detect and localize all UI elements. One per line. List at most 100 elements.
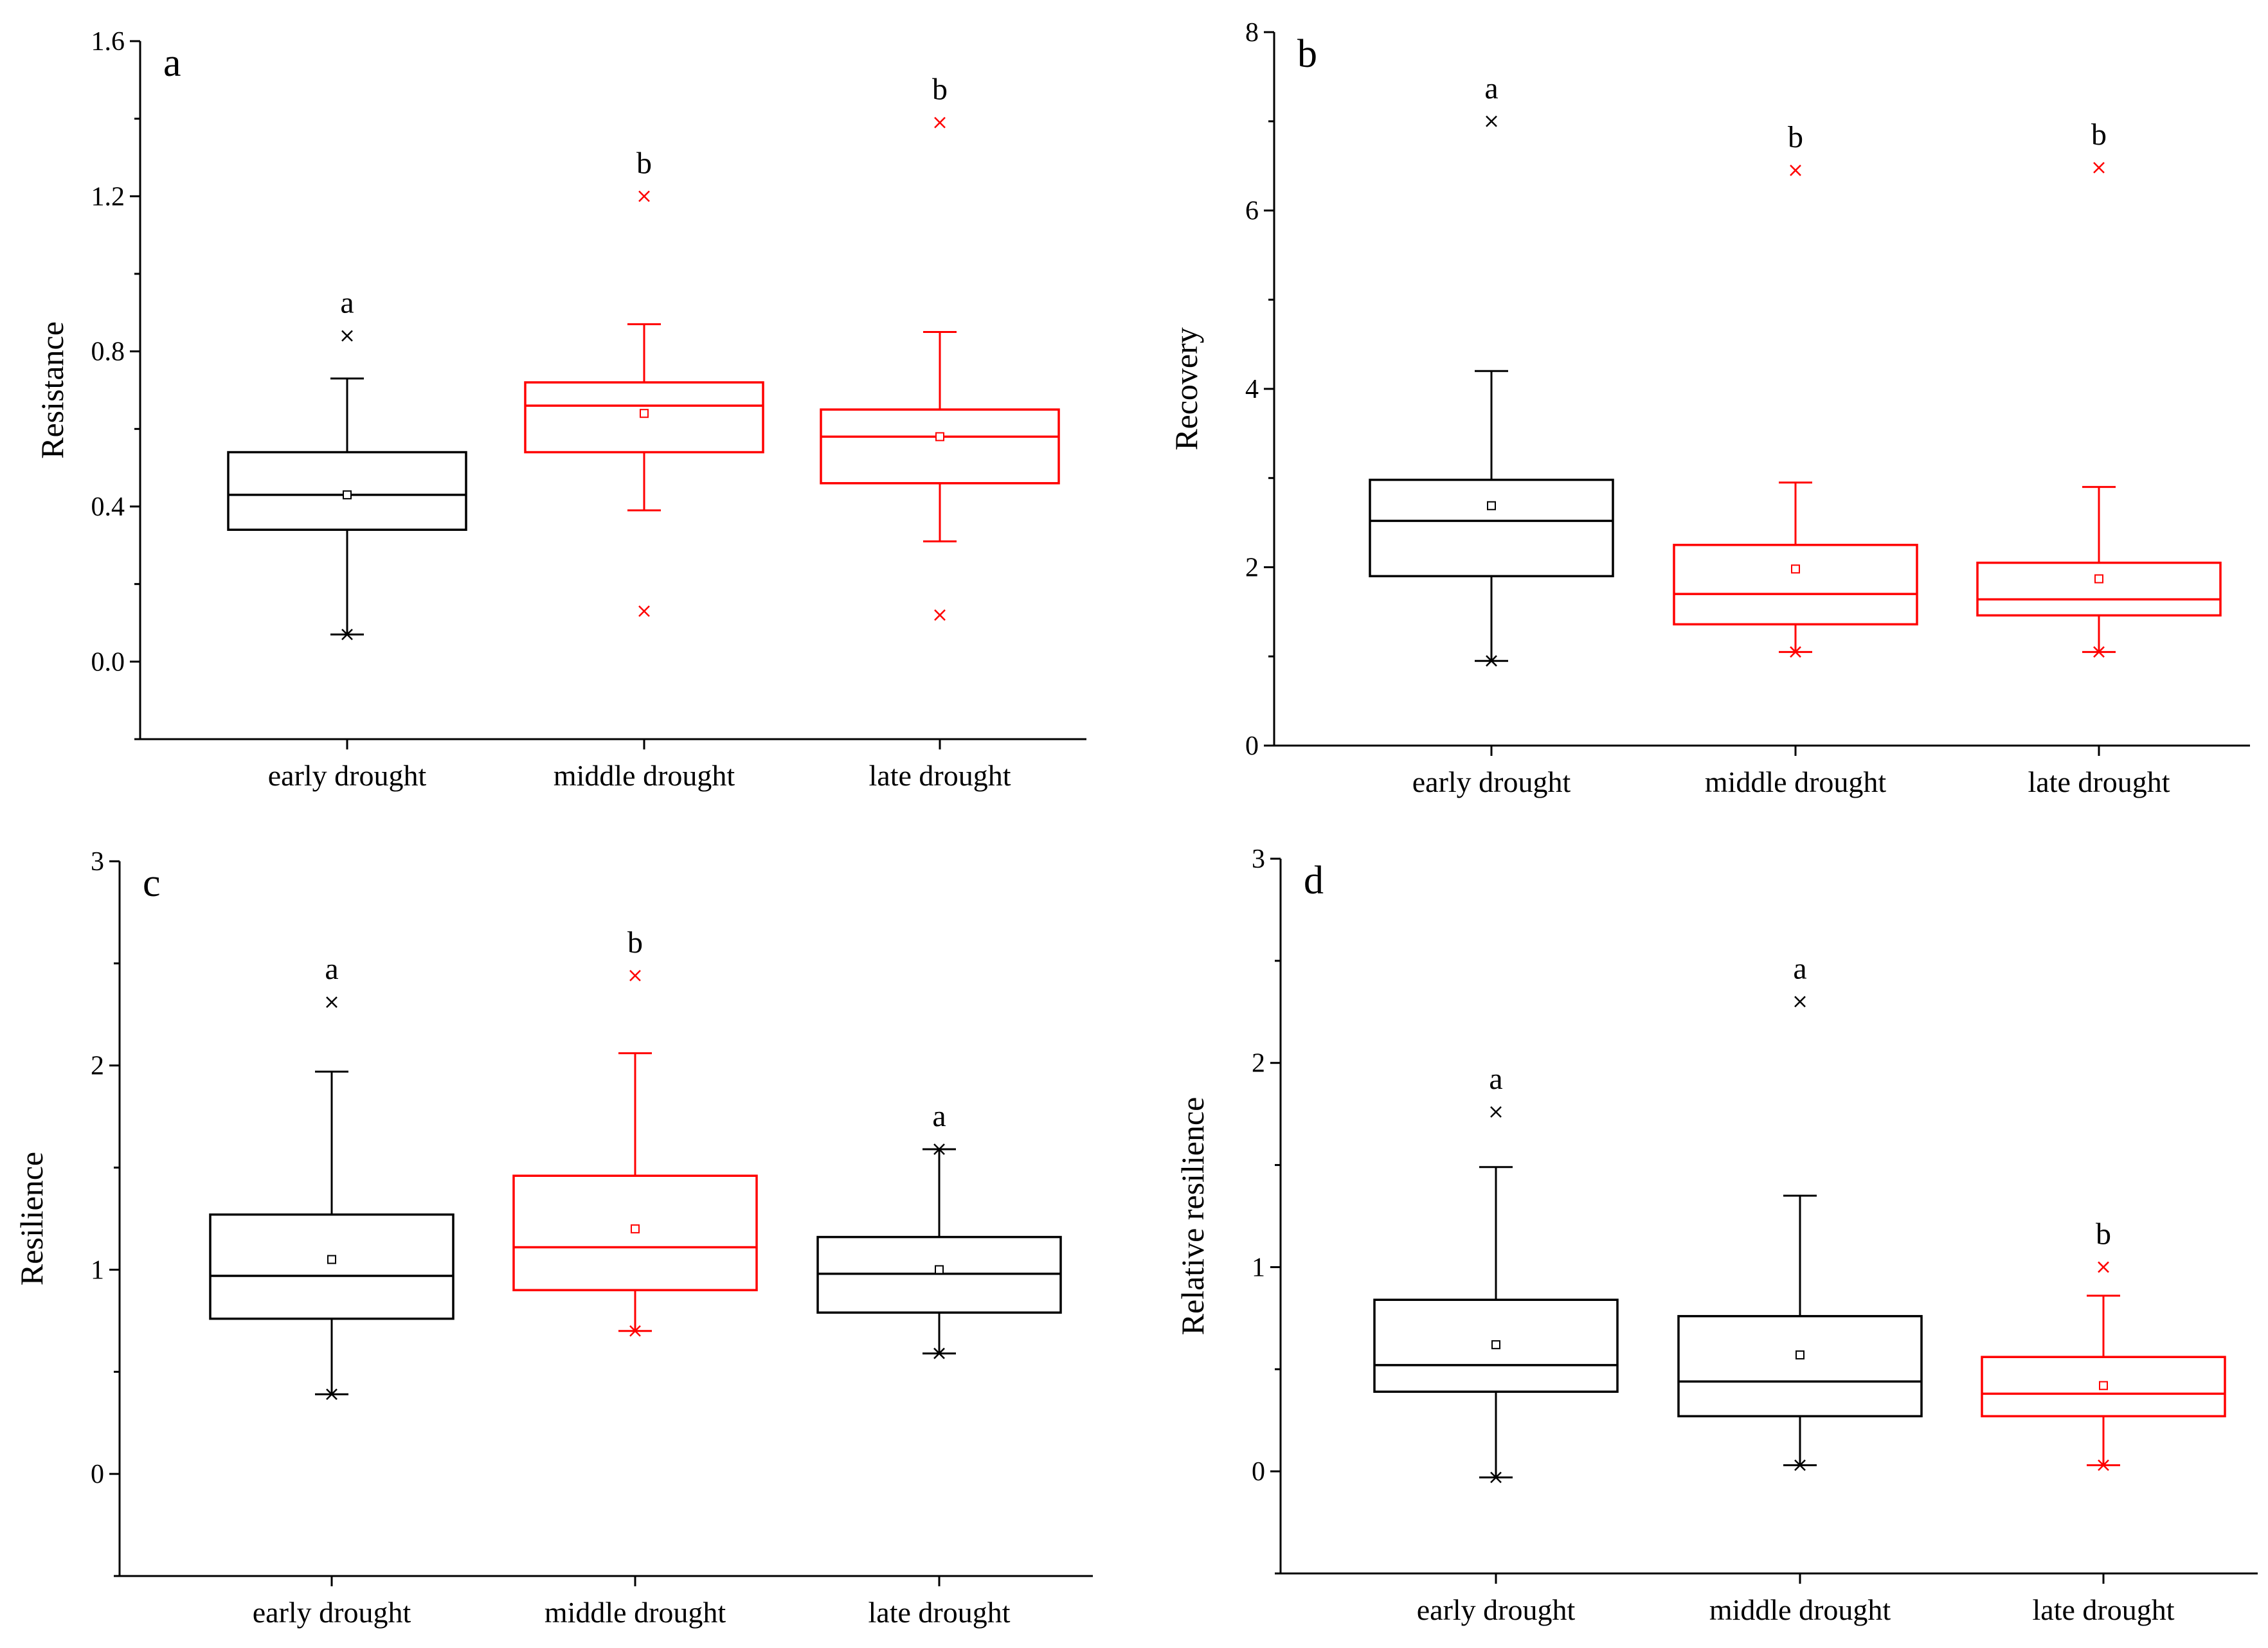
y-tick-label: 1 [1252,1253,1265,1282]
box-plot-late-drought: a [816,1099,1062,1359]
outlier-marker [1486,115,1497,127]
y-tick-label: 8 [1245,18,1259,48]
y-tick-label: 6 [1245,197,1259,226]
box-plot-middle-drought: b [524,146,764,617]
y-axis-title: Relative resilience [1174,1097,1210,1336]
significance-letter: b [2091,118,2107,152]
significance-letter: a [340,286,354,320]
iqr-box [1976,561,2222,617]
outlier-marker-stroke [1794,996,1806,1008]
min-marker [2093,646,2105,658]
outlier-marker-stroke [326,996,338,1008]
mean-marker [631,1224,640,1233]
outlier-marker-stroke [629,970,641,981]
min-marker [629,1325,641,1337]
box-plot-middle-drought: b [1673,120,1918,658]
min-marker-stroke [2098,1459,2109,1471]
y-tick-label: 1 [91,1255,104,1285]
y-tick-label: 2 [1252,1049,1265,1079]
significance-letter: a [1489,1062,1502,1096]
y-tick-label: 2 [91,1052,104,1081]
min-marker [2098,1459,2109,1471]
y-tick-label: 0 [1252,1457,1265,1487]
max-marker-stroke [933,1143,945,1155]
panel-d: 0 1 2 3 Relative resilience d early drought mid… [1174,845,2258,1626]
outlier-marker-stroke [1486,115,1497,127]
significance-letter: a [1793,951,1806,985]
outlier-marker [326,996,338,1008]
mean-marker [1487,501,1496,510]
outlier-marker-stroke [934,116,946,129]
mean-marker [327,1255,336,1264]
min-marker [326,1388,338,1401]
iqr-box [524,381,764,454]
box-plot-middle-drought: a [1677,951,1923,1471]
mean-marker [2099,1381,2108,1390]
significance-letter: b [627,926,643,960]
panel-label: a [163,41,181,85]
y-tick-label: 0.0 [91,647,125,677]
iqr-box [820,408,1060,485]
significance-letter: b [1788,120,1803,154]
x-tick-label: early drought [1417,1593,1576,1626]
min-marker [1486,655,1497,667]
outlier-marker [934,609,946,621]
box-plot-late-drought: b [820,73,1060,621]
significance-letter: a [932,1099,946,1133]
iqr-box [512,1174,758,1291]
outlier-marker [1490,1106,1502,1118]
significance-letter: b [2096,1217,2111,1251]
box-plot-early-drought: a [1369,71,1614,667]
y-tick-label: 1.6 [91,27,125,57]
min-marker [341,629,353,640]
outlier-marker [638,605,650,617]
y-tick-label: 1.2 [91,182,125,211]
significance-letter: b [636,146,652,180]
min-marker-stroke [1794,1459,1806,1471]
x-tick-label: early drought [1412,766,1571,798]
min-marker-stroke [933,1347,945,1359]
min-marker-stroke [2093,646,2105,658]
panel-c: 0 1 2 3 Resilience c early drought middle droug… [14,847,1093,1629]
mean-marker [935,432,944,442]
mean-marker [343,490,352,499]
y-tick-label: 3 [1252,845,1265,874]
mean-marker [1796,1350,1805,1360]
min-marker [933,1347,945,1359]
outlier-marker-stroke [934,609,946,621]
outlier-marker-stroke [1490,1106,1502,1118]
mean-marker [1491,1340,1500,1350]
y-tick-label: 3 [91,847,104,877]
min-marker [1490,1471,1502,1483]
panel-label: d [1304,859,1324,902]
min-marker-stroke [326,1388,338,1401]
mean-marker [1791,564,1800,574]
y-tick-label: 0 [91,1460,104,1489]
box-plot-early-drought: a [1373,1062,1619,1483]
y-tick-label: 0.8 [91,337,125,367]
iqr-box [1369,478,1614,578]
iqr-box [1673,544,1918,626]
outlier-marker-stroke [2098,1261,2109,1273]
min-marker-stroke [1790,646,1801,658]
min-marker-stroke [341,629,353,640]
box-plot-early-drought: a [227,286,467,640]
outlier-marker-stroke [2093,162,2105,174]
panel-a: 0.0 0.4 0.8 1.2 1.6 Resistance a early drought m… [34,27,1086,792]
box-plot-late-drought: b [1976,118,2222,658]
outlier-marker-stroke [341,330,353,342]
mean-marker [2094,574,2103,584]
iqr-box [1677,1314,1923,1418]
outlier-marker [341,330,353,342]
y-tick-label: 4 [1245,375,1259,404]
significance-letter: a [1484,71,1498,105]
iqr-box [209,1213,455,1320]
significance-letter: b [932,73,948,107]
y-axis-title: Resistance [34,321,70,459]
box-plot-middle-drought: b [512,926,758,1337]
min-marker [1794,1459,1806,1471]
outlier-marker [2093,162,2105,174]
y-axis-title: Recovery [1168,327,1204,451]
x-tick-label: late drought [869,759,1011,792]
